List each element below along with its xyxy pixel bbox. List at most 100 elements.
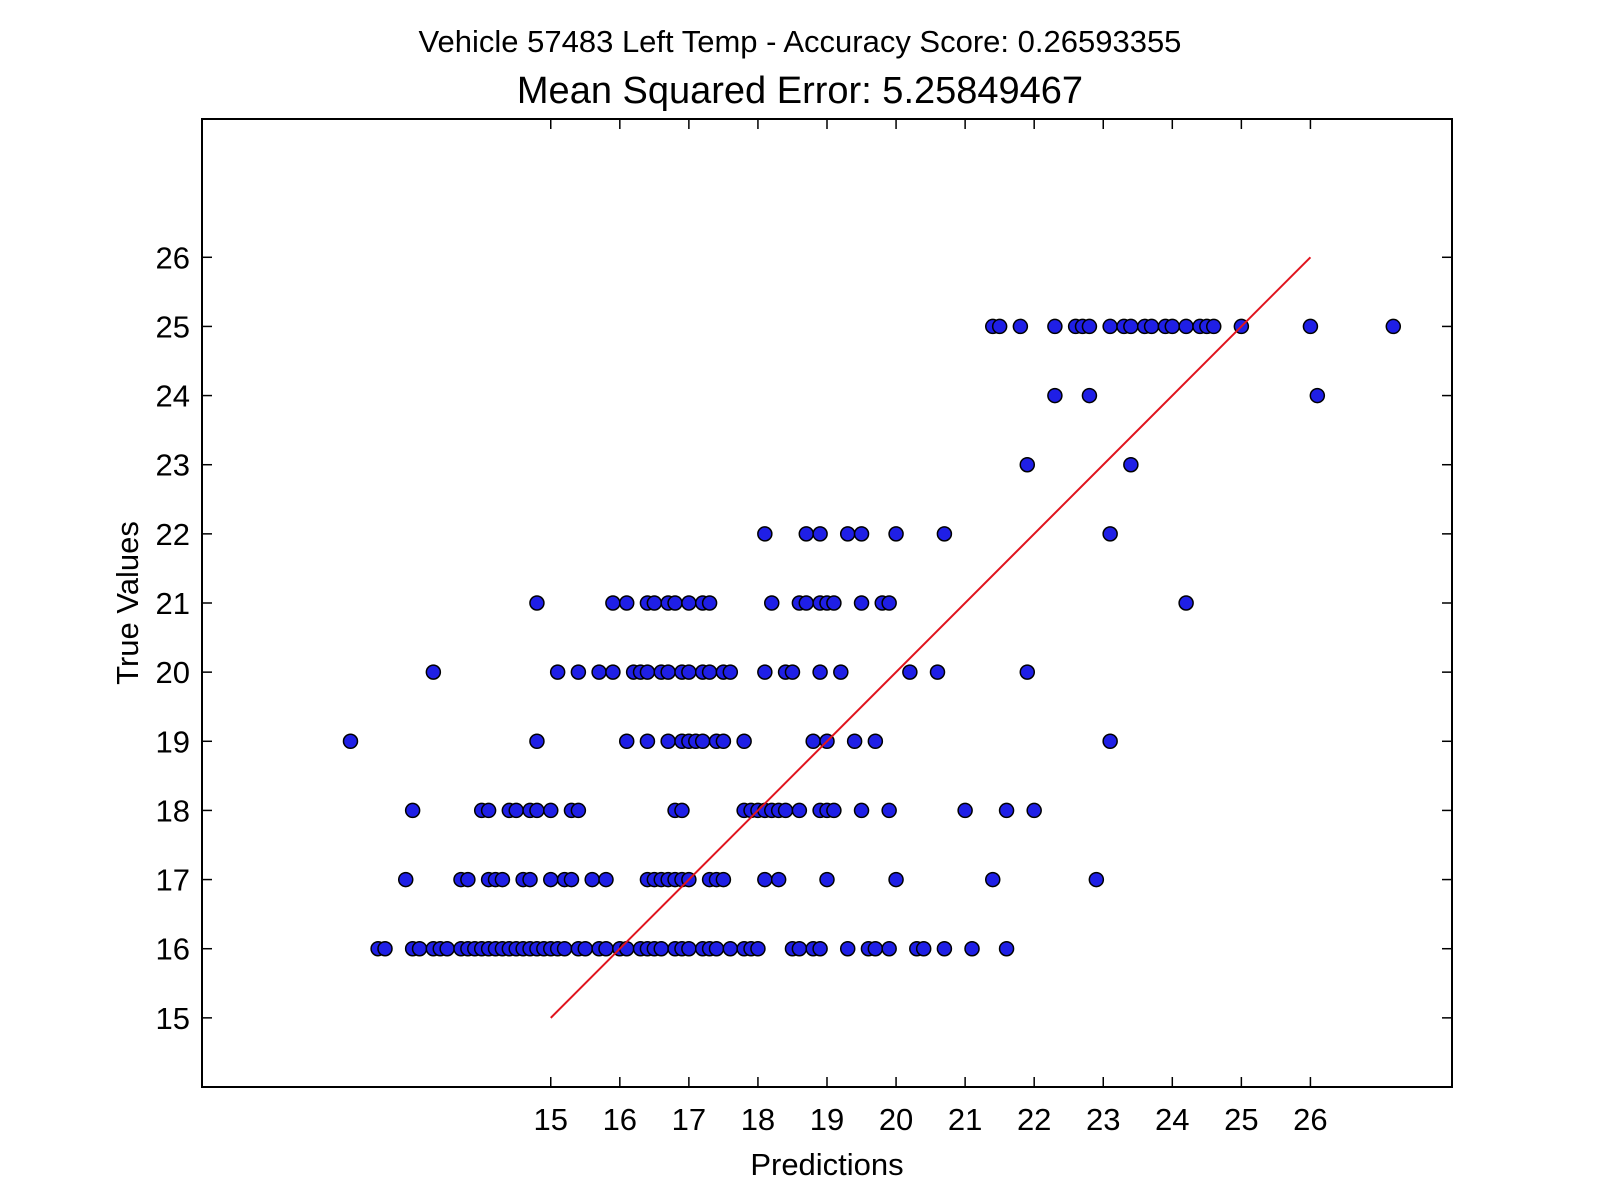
data-point <box>1081 318 1098 335</box>
x-tick-label: 20 <box>879 1102 913 1137</box>
data-point <box>839 526 856 542</box>
data-point <box>701 664 718 680</box>
data-point <box>715 871 732 888</box>
chart-subtitle: Mean Squared Error: 5.25849467 <box>516 70 1084 112</box>
data-point <box>888 871 904 888</box>
data-point <box>1143 318 1160 335</box>
data-point <box>1102 733 1118 750</box>
data-point <box>667 595 683 611</box>
y-tick-label: 25 <box>156 309 190 344</box>
data-point <box>777 802 794 819</box>
data-point <box>529 595 545 611</box>
y-axis-label: True Values <box>110 521 145 685</box>
data-point <box>764 595 780 611</box>
data-point <box>618 595 635 611</box>
data-point <box>853 526 870 542</box>
data-point <box>819 871 835 888</box>
data-point <box>598 940 614 957</box>
data-point <box>1205 318 1222 335</box>
data-point <box>543 802 559 819</box>
data-point <box>757 526 773 542</box>
y-tick-label: 21 <box>156 586 190 621</box>
reference-line <box>550 256 1312 1019</box>
y-tick-label: 17 <box>156 863 190 898</box>
data-point <box>853 595 870 611</box>
y-tick-label: 19 <box>156 724 190 759</box>
data-point <box>543 871 559 888</box>
data-point <box>888 526 904 542</box>
data-point <box>929 664 946 680</box>
data-point <box>722 940 739 957</box>
data-point <box>784 664 801 680</box>
data-point <box>1019 664 1036 680</box>
data-point <box>998 940 1015 957</box>
data-point <box>660 733 676 750</box>
axis-ticks: 15 16 17 18 19 20 21 22 23 24 25 26 15 16 17 18 19 20 21 22… <box>156 119 1452 1137</box>
data-point <box>681 664 697 680</box>
data-point <box>653 940 670 957</box>
data-point <box>736 733 752 750</box>
data-point <box>881 595 897 611</box>
data-point <box>577 940 594 957</box>
x-tick-label: 15 <box>534 1102 568 1137</box>
x-tick-label: 23 <box>1086 1102 1120 1137</box>
data-point <box>342 733 359 750</box>
data-point <box>1385 318 1402 335</box>
data-point <box>494 871 511 888</box>
x-tick-label: 19 <box>810 1102 844 1137</box>
data-point <box>770 871 787 888</box>
y-tick-label: 24 <box>156 379 190 414</box>
data-point <box>397 871 414 888</box>
data-point <box>425 664 442 680</box>
data-point <box>618 940 635 957</box>
y-tick-label: 18 <box>156 793 190 828</box>
data-point <box>915 940 932 957</box>
data-point <box>708 940 725 957</box>
data-point <box>591 664 607 680</box>
data-point <box>853 802 870 819</box>
data-point <box>1164 318 1181 335</box>
data-point <box>964 940 980 957</box>
data-point <box>812 526 828 542</box>
y-tick-label: 20 <box>156 655 190 690</box>
data-point <box>1302 318 1319 335</box>
data-point <box>570 802 587 819</box>
data-point <box>556 940 573 957</box>
data-point <box>984 871 1001 888</box>
data-point <box>529 733 545 750</box>
data-point <box>674 802 690 819</box>
y-tick-label: 26 <box>156 240 190 275</box>
data-point <box>404 802 421 819</box>
data-point <box>750 940 766 957</box>
data-point <box>812 940 828 957</box>
data-point <box>757 871 773 888</box>
data-point <box>1026 802 1042 819</box>
data-point <box>957 802 973 819</box>
data-point <box>570 664 587 680</box>
data-point <box>639 664 656 680</box>
data-point <box>605 595 621 611</box>
data-point <box>681 940 697 957</box>
data-point <box>563 871 580 888</box>
data-point <box>584 871 600 888</box>
plot-frame <box>201 118 1453 1088</box>
data-point <box>605 664 621 680</box>
data-point <box>1047 318 1063 335</box>
data-point <box>549 664 566 680</box>
y-tick-label: 22 <box>156 517 190 552</box>
data-point <box>798 526 815 542</box>
data-points <box>342 318 1402 957</box>
data-point <box>1178 595 1194 611</box>
data-point <box>839 940 856 957</box>
data-point <box>881 940 897 957</box>
data-point <box>1088 871 1105 888</box>
data-point <box>998 802 1015 819</box>
data-point <box>826 595 842 611</box>
y-tick-label: 15 <box>156 1001 190 1036</box>
x-tick-label: 16 <box>603 1102 637 1137</box>
data-point <box>522 871 538 888</box>
data-point <box>991 318 1008 335</box>
data-point <box>833 664 849 680</box>
data-point <box>1123 318 1139 335</box>
